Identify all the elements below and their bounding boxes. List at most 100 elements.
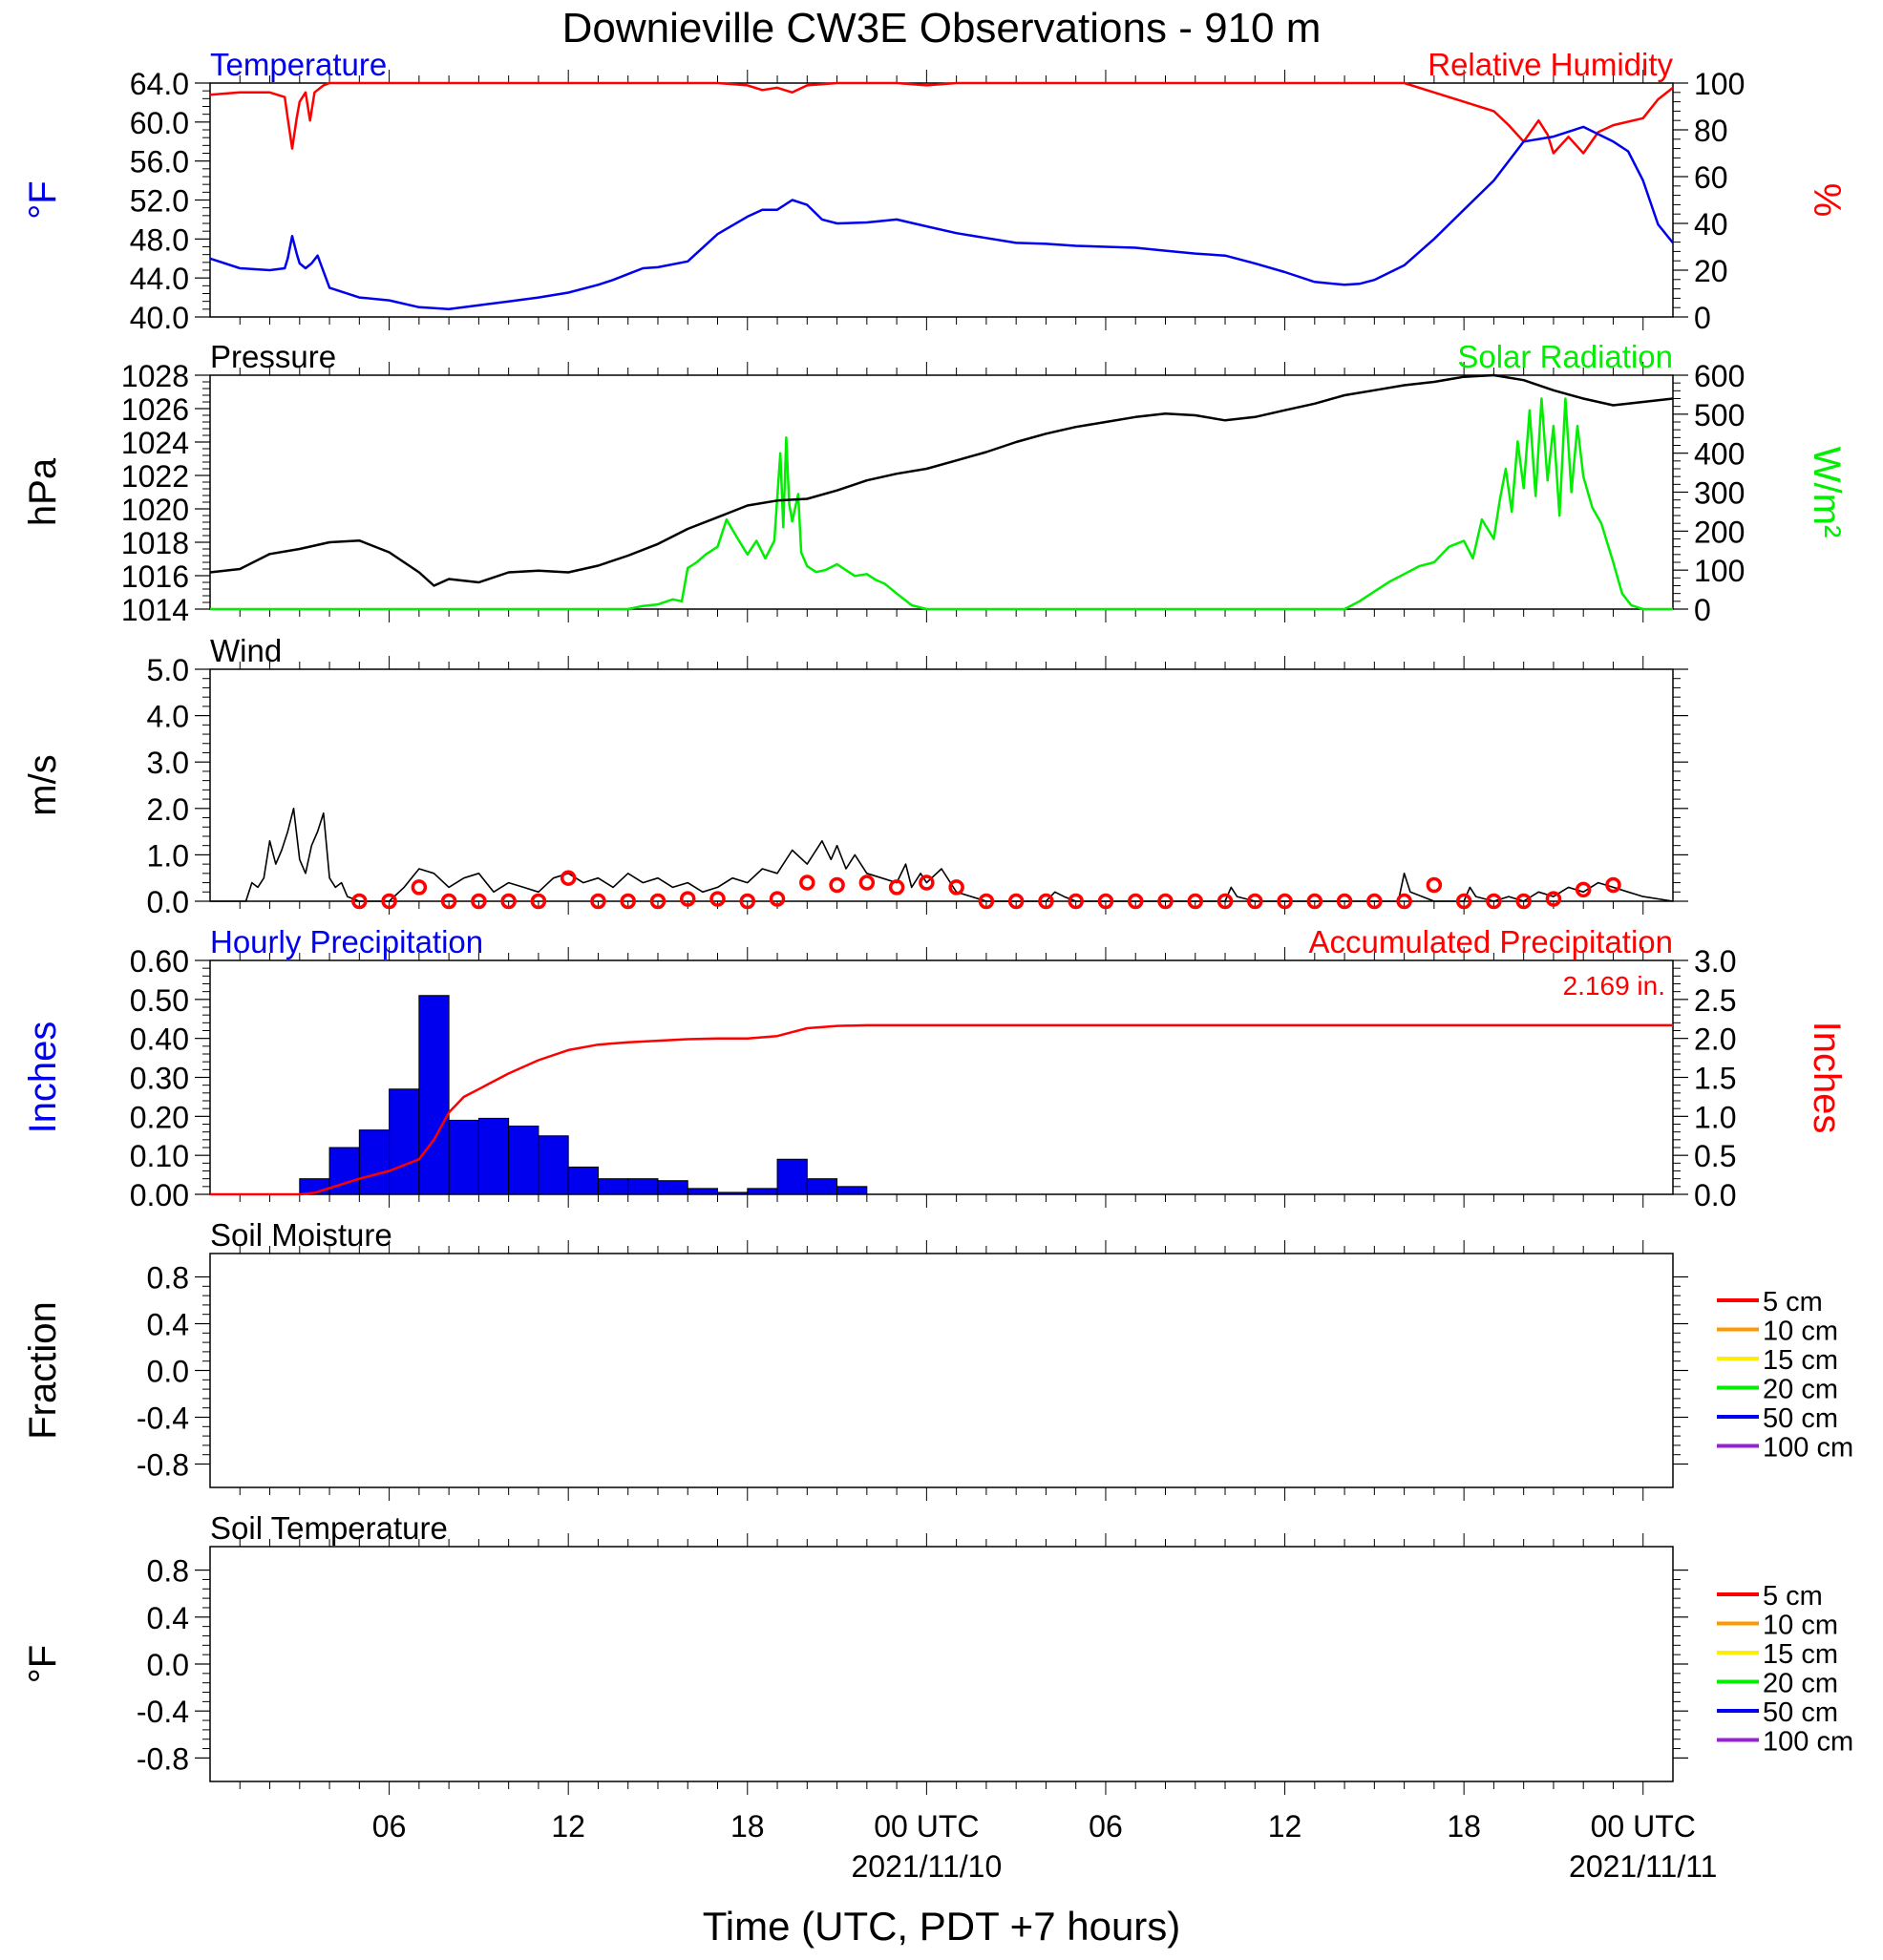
y-right-tick-label: 0 xyxy=(1694,301,1711,335)
y-right-tick-label: 0.0 xyxy=(1694,1178,1736,1212)
legend-entry: 20 cm xyxy=(1763,1669,1838,1699)
y-left-tick-label: 52.0 xyxy=(130,184,189,219)
hourly-precip-bar xyxy=(687,1188,719,1195)
temp_rh-frame xyxy=(209,82,1674,318)
wind-mean-marker xyxy=(351,893,368,910)
x-tick-label: 18 xyxy=(1447,1809,1481,1844)
wind-mean-marker xyxy=(858,875,876,891)
y-left-tick-label: -0.8 xyxy=(137,1448,189,1483)
wind-frame xyxy=(209,668,1674,902)
hourly-precip-bar xyxy=(448,1119,479,1195)
x-tick-label: 00 UTC xyxy=(1591,1809,1696,1844)
panels-layer: 40.0 44.0 48.052.0 56.0 60.0 64.0 0 20 40 60 80 100… xyxy=(22,47,1853,1795)
y-left-tick-label: 4.0 xyxy=(147,700,189,734)
wind-mean-marker xyxy=(1247,893,1263,910)
wind-mean-marker xyxy=(1545,891,1562,907)
legend-entry: 50 cm xyxy=(1763,1697,1838,1728)
y-left-tick-label: 1022 xyxy=(121,459,189,494)
hourly-precip-bar xyxy=(508,1126,540,1195)
wind-mean-marker xyxy=(1336,893,1353,910)
soil_moisture-panel: -0.8 -0.4 0.0 0.4 0.8 Soil Moisture Fraction 5 … xyxy=(22,1217,1853,1501)
legend-entry: 10 cm xyxy=(1763,1317,1838,1347)
wind-mean-marker xyxy=(1157,893,1174,910)
hourly-precip-bar xyxy=(657,1180,688,1195)
precip-right-title: Accumulated Precipitation xyxy=(1308,924,1673,959)
y-right-tick-label: 0 xyxy=(1694,593,1711,627)
wind-mean-marker xyxy=(978,893,995,910)
soil_moisture-frame xyxy=(209,1253,1674,1488)
hourly-precip-bar xyxy=(389,1088,420,1195)
temp_rh-panel: 40.0 44.0 48.052.0 56.0 60.0 64.0 0 20 40 60 80 100… xyxy=(22,47,1848,335)
wind-mean-marker xyxy=(500,893,517,910)
precip-right-ylabel: Inches xyxy=(1806,1022,1848,1134)
wind-mean-marker xyxy=(888,879,905,896)
wind-mean-marker xyxy=(679,891,696,907)
wind-mean-marker xyxy=(1038,893,1054,910)
temp_rh-right-title: Relative Humidity xyxy=(1428,47,1673,82)
wind-mean-marker xyxy=(590,893,606,910)
y-left-tick-label: 44.0 xyxy=(130,262,189,296)
y-right-tick-label: 3.0 xyxy=(1694,944,1736,979)
x-tick-label: 06 xyxy=(1089,1809,1123,1844)
wind-mean-marker xyxy=(381,893,397,910)
y-left-tick-label: 0.30 xyxy=(130,1062,189,1096)
legend-entry: 10 cm xyxy=(1763,1611,1838,1641)
legend-entry: 50 cm xyxy=(1763,1403,1838,1434)
y-right-tick-label: 2.5 xyxy=(1694,983,1736,1018)
hourly-precip-bar xyxy=(597,1178,629,1195)
legend-entry: 15 cm xyxy=(1763,1639,1838,1670)
soil_temperature-frame xyxy=(209,1546,1674,1782)
soil_moisture-left-title: Soil Moisture xyxy=(210,1217,392,1253)
x-tick-date-label: 2021/11/11 xyxy=(1569,1849,1717,1884)
y-right-tick-label: 300 xyxy=(1694,476,1745,511)
pressure_solar-left-title: Pressure xyxy=(210,339,336,374)
y-left-tick-label: 60.0 xyxy=(130,106,189,140)
y-left-tick-label: 0.4 xyxy=(147,1308,189,1342)
pressure_solar-left-ylabel: hPa xyxy=(22,457,64,526)
legend-entry: 5 cm xyxy=(1763,1287,1823,1317)
y-left-tick-label: 64.0 xyxy=(130,67,189,101)
x-tick-label: 12 xyxy=(1268,1809,1302,1844)
legend-entry: 100 cm xyxy=(1763,1433,1853,1464)
wind-mean-marker xyxy=(1187,893,1204,910)
accumulated-precip-line xyxy=(210,1023,1673,1196)
wind-mean-marker xyxy=(411,879,428,896)
y-left-tick-label: 0.0 xyxy=(147,1648,189,1682)
wind-mean-marker xyxy=(1068,893,1084,910)
wind-mean-marker xyxy=(471,893,487,910)
temp_rh-right-ylabel: % xyxy=(1806,183,1848,218)
hourly-precip-bar xyxy=(538,1135,569,1195)
wind-mean-marker xyxy=(1277,893,1293,910)
temp_rh-left-title: Temperature xyxy=(210,47,387,82)
hourly-precip-bar xyxy=(567,1166,599,1195)
y-right-tick-label: 0.5 xyxy=(1694,1139,1736,1173)
legend-entry: 20 cm xyxy=(1763,1375,1838,1405)
precip-panel: 0.00 0.10 0.20 0.30 0.40 0.50 0.60 0.0 0.5 1.0 1.5… xyxy=(22,924,1848,1212)
wind-left-title: Wind xyxy=(210,633,282,668)
soil_temperature-left-title: Soil Temperature xyxy=(210,1510,448,1546)
wind-mean-marker xyxy=(620,893,636,910)
wind-mean-marker xyxy=(1486,893,1502,910)
chart-title: Downieville CW3E Observations - 910 m xyxy=(562,5,1322,52)
y-right-tick-label: 100 xyxy=(1694,554,1745,588)
y-left-tick-label: 1024 xyxy=(121,426,189,460)
y-right-tick-label: 400 xyxy=(1694,437,1745,472)
y-left-tick-label: 1028 xyxy=(121,359,189,393)
wind-mean-marker xyxy=(1217,893,1234,910)
hourly-precip-bar xyxy=(836,1186,868,1195)
wind-mean-marker xyxy=(799,875,815,891)
y-left-tick-label: 56.0 xyxy=(130,145,189,179)
wind-mean-marker xyxy=(440,893,457,910)
soil_temperature-left-ylabel: °F xyxy=(22,1645,64,1683)
y-right-tick-label: 2.0 xyxy=(1694,1022,1736,1057)
y-left-tick-label: 1020 xyxy=(121,493,189,527)
y-left-tick-label: 0.50 xyxy=(130,983,189,1018)
wind-mean-marker xyxy=(739,893,756,910)
precip-left-title: Hourly Precipitation xyxy=(210,924,483,959)
y-left-tick-label: -0.8 xyxy=(137,1741,189,1776)
pressure-line xyxy=(209,373,1674,587)
